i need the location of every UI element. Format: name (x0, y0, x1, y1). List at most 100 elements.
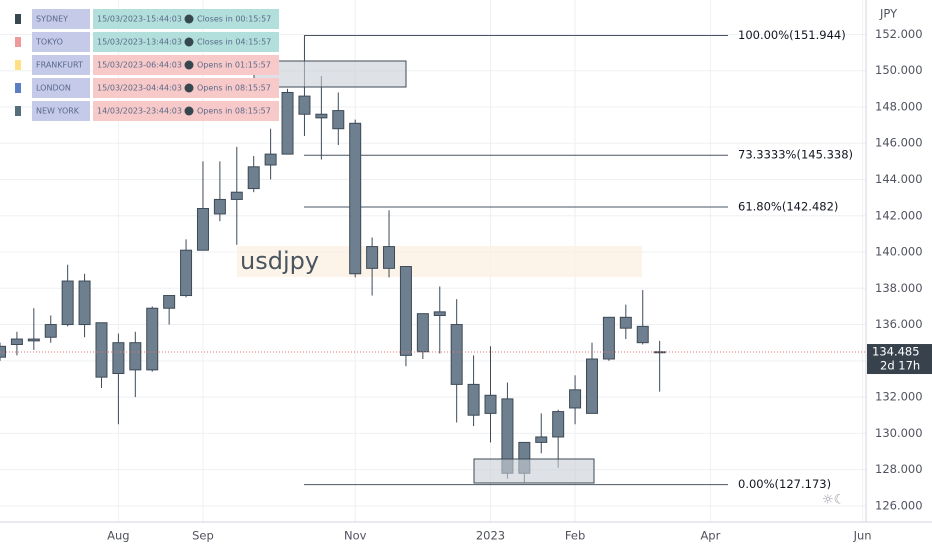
candle-body (146, 307, 159, 371)
session-dot (184, 37, 194, 47)
zone-box (473, 458, 595, 484)
session-color (15, 60, 21, 70)
candle-body (61, 280, 74, 326)
candle-body (569, 389, 582, 409)
fib-label: 100.00%(151.944) (738, 28, 846, 42)
candle-body (112, 342, 125, 375)
session-name: LONDON (36, 84, 71, 93)
x-tick-label: Nov (344, 529, 367, 543)
candle-body (315, 113, 328, 119)
session-name-bg (32, 101, 90, 121)
session-dot (184, 60, 194, 70)
session-dot (184, 14, 194, 24)
candle-body (264, 153, 277, 166)
candle-body (196, 208, 209, 251)
session-status: Closes in 00:15:57 (197, 15, 271, 24)
candle-body (298, 95, 311, 115)
session-name: NEW YORK (36, 107, 80, 116)
session-time: 15/03/2023-15:44:03 (97, 15, 182, 24)
session-name: SYDNEY (36, 15, 68, 24)
session-color (15, 83, 21, 93)
session-name: TOKYO (35, 38, 63, 47)
candle-body (399, 266, 412, 356)
session-color (15, 106, 21, 116)
zone-box (253, 60, 407, 88)
candle-body (163, 295, 176, 309)
y-tick-label: 126.000 (875, 498, 923, 512)
candle-body (0, 345, 6, 358)
session-name: FRANKFURT (36, 61, 83, 70)
y-tick-label: 152.000 (875, 27, 923, 41)
countdown: 2d 17h (880, 359, 920, 373)
session-name-bg (32, 78, 90, 98)
x-tick-label: Apr (700, 529, 720, 543)
x-tick-label: Feb (565, 529, 585, 543)
candle-body (433, 311, 446, 316)
candle-body (95, 322, 108, 378)
y-tick-label: 144.000 (875, 172, 923, 186)
candle-body (27, 338, 40, 342)
y-tick-label: 128.000 (875, 462, 923, 476)
y-tick-label: 142.000 (875, 208, 923, 222)
y-tick-label: 132.000 (875, 390, 923, 404)
session-status: Opens in 08:15:57 (197, 84, 271, 93)
x-tick-label: Sep (192, 529, 214, 543)
session-time: 14/03/2023-23:44:03 (97, 107, 182, 116)
candle-body (585, 358, 598, 414)
session-name-bg (32, 9, 90, 29)
theme-icon[interactable]: ☼☾ (822, 493, 845, 508)
session-time: 15/03/2023-06:44:03 (97, 61, 182, 70)
candle-body (383, 246, 396, 269)
candle-body (467, 383, 480, 416)
candle-body (450, 324, 463, 385)
last-price-box (867, 344, 932, 375)
candle-body (213, 198, 226, 215)
y-tick-label: 136.000 (875, 317, 923, 331)
fib-label: 61.80%(142.482) (738, 200, 838, 214)
fib-label: 0.00%(127.173) (738, 477, 831, 491)
x-tick-label: Jun (853, 529, 872, 543)
last-price-label: 134.485 (872, 345, 920, 359)
candle-body (281, 91, 294, 155)
candle-body (78, 280, 91, 326)
fib-label: 73.3333%(145.338) (738, 148, 853, 162)
candle-body (602, 316, 615, 360)
candle-body (44, 324, 57, 338)
session-time: 15/03/2023-13:44:03 (97, 38, 182, 47)
y-tick-label: 148.000 (875, 99, 923, 113)
y-tick-label: 138.000 (875, 281, 923, 295)
candle-body (552, 411, 565, 438)
y-tick-label: 146.000 (875, 136, 923, 150)
y-tick-label: 140.000 (875, 245, 923, 259)
candle-body (349, 122, 362, 275)
candle-body (484, 394, 497, 414)
candle-body (332, 110, 345, 130)
session-dot (184, 106, 194, 116)
candle-body (535, 436, 548, 443)
session-time: 15/03/2023-04:44:03 (97, 84, 182, 93)
session-status: Opens in 01:15:57 (197, 61, 271, 70)
session-name-bg (32, 32, 90, 52)
y-axis-label: JPY (879, 7, 898, 21)
candle-body (636, 325, 649, 344)
candle-body (619, 316, 632, 329)
watermark-bg (237, 246, 642, 277)
y-tick-label: 130.000 (875, 426, 923, 440)
candle-body (129, 342, 142, 371)
session-color (15, 37, 21, 47)
candle-body (366, 246, 379, 269)
session-color (15, 14, 21, 24)
session-dot (184, 83, 194, 93)
watermark: usdjpy (240, 247, 319, 275)
candle-body (10, 338, 23, 345)
candle-body (416, 313, 429, 353)
x-tick-label: Aug (107, 529, 129, 543)
session-name-bg (32, 55, 90, 75)
candle-body (247, 166, 260, 190)
candle-body (230, 191, 243, 200)
candle-body (180, 249, 193, 297)
y-tick-label: 150.000 (875, 63, 923, 77)
session-status: Closes in 04:15:57 (197, 38, 271, 47)
